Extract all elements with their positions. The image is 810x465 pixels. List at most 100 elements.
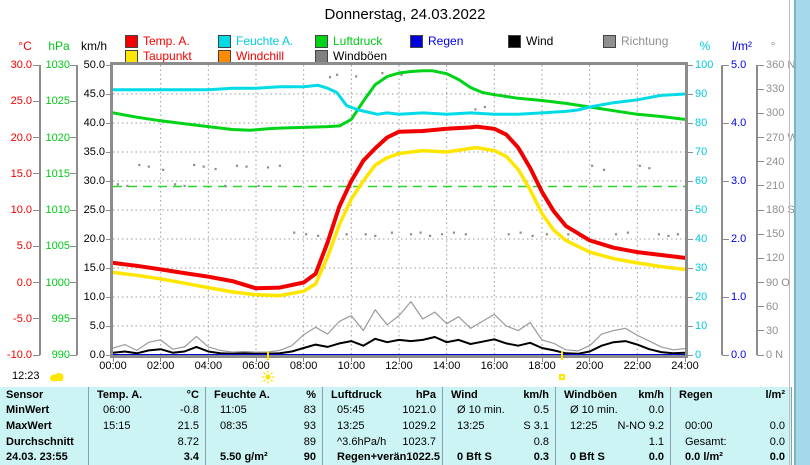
wind-direction-dot	[667, 234, 670, 237]
legend-item-wind: Wind	[508, 35, 553, 48]
table-cell: 15:15 21.5	[88, 418, 205, 434]
axis-tick-rain	[722, 180, 729, 182]
table-row-label: Sensor	[6, 388, 44, 401]
table-cell: Ø 10 min. 0.0	[555, 402, 670, 419]
wind-direction-dot	[336, 73, 339, 76]
legend-label: Taupunkt	[143, 49, 192, 63]
axis-tick-wind	[106, 325, 113, 327]
table-cell-label: Ø 10 min.	[457, 404, 505, 417]
table-cell-value: 1023.7	[402, 435, 436, 448]
wind-direction-dot	[591, 164, 594, 167]
legend-item-feuchte-a-: Feuchte A.	[218, 35, 293, 48]
axis-tick-label-pressure: 1025	[45, 95, 70, 108]
axis-tick-humidity	[686, 238, 693, 240]
axis-tick-label-temp: 0.0	[16, 276, 32, 289]
axis-tick-direction	[757, 137, 764, 138]
table-cell: 0.0 l/m² 0.0	[670, 449, 792, 465]
wind-direction-dot	[293, 231, 296, 234]
axis-tick-label-direction: 330	[766, 83, 785, 96]
table-cell-label: 5.50 g/m²	[220, 451, 268, 464]
table-cell: 13:25 S 3.1	[442, 418, 555, 434]
wind-direction-dot	[202, 165, 205, 168]
axis-tick-humidity	[686, 267, 693, 269]
axis-tick-label-humidity: 40	[695, 233, 708, 245]
axis-tick-direction	[757, 354, 764, 356]
wind-direction-dot	[409, 233, 413, 236]
axis-tick-humidity	[686, 296, 693, 298]
axis-tick-label-pressure: 1010	[45, 204, 70, 216]
table-header-unit: °C	[186, 388, 199, 401]
axis-tick-wind	[106, 267, 113, 269]
wind-direction-dot	[452, 231, 456, 234]
wind-direction-dot	[507, 233, 510, 236]
axis-tick-label-wind: 50.0	[83, 59, 105, 71]
wind-direction-dot	[567, 233, 570, 236]
table-cell-label: Regen+verän	[337, 451, 407, 464]
table-cell	[670, 402, 792, 419]
table-cell: 0.8	[442, 433, 555, 450]
table-cell-value: 89	[303, 435, 316, 448]
unit-direction-degrees: °	[770, 39, 776, 53]
legend-swatch	[315, 35, 328, 48]
table-cell-label: 15:15	[103, 419, 131, 432]
axis-tick-temp	[33, 318, 40, 320]
legend-swatch	[218, 35, 231, 48]
table-cell-value: 1029.2	[402, 419, 436, 432]
axis-tick-label-wind: 30.0	[83, 175, 105, 187]
table-cell: Ø 10 min. 0.5	[442, 402, 555, 419]
series-feuchte-a-	[113, 83, 685, 116]
table-header-unit: km/h	[523, 388, 549, 401]
x-axis-label: 18:00	[528, 360, 556, 372]
axis-tick-label-humidity: 30	[695, 262, 708, 274]
wind-direction-dot	[364, 233, 367, 236]
legend-swatch	[508, 35, 521, 48]
table-cell: 05:45 1021.0	[322, 402, 442, 419]
series-luftdruck	[113, 69, 685, 132]
axis-tick-label-temp: -10.0	[6, 349, 32, 361]
table-cell-label: 13:25	[337, 419, 365, 432]
table-row-label: 24.03. 23:55	[6, 451, 68, 464]
table-cell-label: ^3.6hPa/h	[337, 435, 387, 448]
axis-tick-label-pressure: 1030	[45, 59, 70, 71]
table-cell-value: 1021.0	[402, 404, 436, 417]
wind-direction-dot	[638, 164, 641, 167]
unit-humidity-percent: %	[699, 39, 711, 53]
axis-tick-pressure	[70, 64, 77, 66]
axis-tick-label-temp: 30.0	[10, 59, 32, 71]
wind-direction-dot	[266, 166, 270, 169]
axis-tick-direction	[757, 161, 764, 163]
table-cell-label: 06:00	[103, 404, 131, 417]
axis-tick-label-direction: 300	[766, 107, 785, 120]
legend-label: Luftdruck	[333, 34, 383, 48]
legend-item-luftdruck: Luftdruck	[315, 35, 382, 48]
axis-tick-wind	[106, 64, 113, 66]
table-cell-value: 90	[303, 451, 316, 464]
axis-tick-direction	[757, 185, 764, 187]
x-axis-tick	[112, 358, 114, 362]
table-header-label: Windböen	[564, 388, 618, 401]
legend-label: Windchill	[236, 49, 285, 63]
axis-tick-direction	[757, 282, 764, 283]
table-row-label: Durchschnitt	[6, 435, 74, 448]
footer-sun-cloud-icon	[50, 373, 64, 382]
table-cell: Regen+verän 1022.5	[322, 449, 442, 465]
sunset-axis-tick	[561, 351, 564, 360]
axis-tick-wind	[106, 93, 113, 95]
legend-label: Wind	[526, 34, 554, 48]
axis-tick-rain	[722, 64, 729, 66]
table-cell: 06:00 -0.8	[88, 402, 205, 419]
wind-direction-dot	[328, 76, 332, 79]
axis-tick-label-rain: 5.0	[731, 59, 747, 71]
axis-tick-label-wind: 45.0	[83, 88, 105, 100]
axis-tick-label-wind: 0.0	[89, 349, 105, 361]
axis-tick-direction	[757, 88, 764, 90]
axis-tick-label-humidity: 10	[695, 320, 708, 332]
wind-direction-dot	[531, 234, 534, 237]
axis-tick-label-rain: 2.0	[731, 233, 747, 245]
axis-tick-label-temp: 20.0	[10, 131, 32, 144]
axis-tick-label-temp: 25.0	[10, 95, 32, 108]
table-cell: 00:00 0.0	[670, 418, 792, 434]
table-cell-value: 3.4	[183, 451, 199, 464]
axis-tick-label-wind: 25.0	[83, 204, 105, 216]
